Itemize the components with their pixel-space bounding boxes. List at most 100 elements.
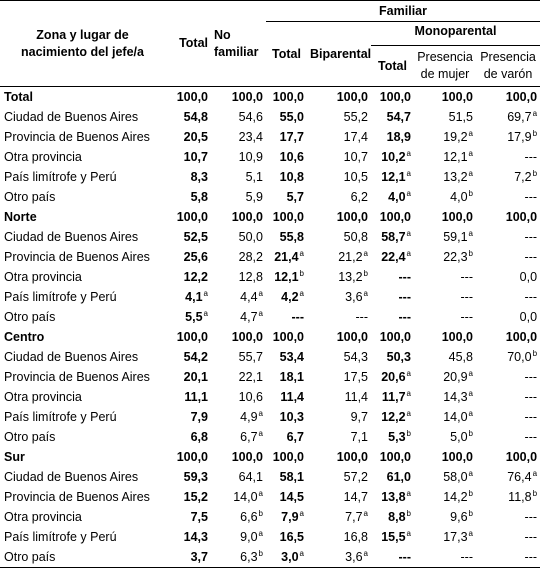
cell-value: 4,4 — [240, 289, 258, 304]
table-cell: 17,9b — [476, 127, 540, 147]
footnote-marker: a — [468, 228, 473, 238]
cell-value: 100,0 — [379, 209, 411, 224]
cell-value: 17,9 — [507, 129, 532, 144]
cell-value: 9,7 — [350, 409, 368, 424]
table-cell: 100,0 — [266, 327, 307, 347]
table-cell: 3,6a — [307, 547, 371, 568]
cell-value: 12,1 — [274, 269, 299, 284]
table-cell: 13,8a — [371, 487, 414, 507]
cell-value: 69,7 — [507, 109, 532, 124]
cell-value: 100,0 — [441, 209, 473, 224]
row-label: Otro país — [4, 189, 56, 204]
table-cell: 100,0 — [211, 207, 266, 227]
table-cell: 11,4 — [307, 387, 371, 407]
footnote-marker: a — [406, 148, 411, 158]
table-cell: 5,1 — [211, 167, 266, 187]
row-label: Ciudad de Buenos Aires — [4, 109, 139, 124]
cell-value: 55,7 — [238, 349, 263, 364]
footnote-marker: a — [258, 288, 263, 298]
row-label: Otra provincia — [4, 149, 82, 164]
row-label: País limítrofe y Perú — [4, 409, 117, 424]
table-cell: 9,7 — [307, 407, 371, 427]
table-cell: 6,7 — [266, 427, 307, 447]
footnote-marker: a — [258, 408, 263, 418]
cell-value: --- — [524, 549, 538, 564]
table-cell: 54,2 — [165, 347, 211, 367]
row-label: Provincia de Buenos Aires — [4, 369, 150, 384]
cell-value: 10,3 — [279, 409, 304, 424]
row-label: Otra provincia — [4, 269, 82, 284]
header-mono-total: Total — [371, 45, 414, 87]
table-cell: 100,0 — [266, 207, 307, 227]
table-cell: 52,5 — [165, 227, 211, 247]
table-cell: 69,7a — [476, 107, 540, 127]
cell-value: 6,7 — [286, 429, 304, 444]
table-cell: 28,2 — [211, 247, 266, 267]
cell-value: 54,6 — [238, 109, 263, 124]
cell-value: 18,1 — [279, 369, 304, 384]
footnote-marker: a — [406, 488, 411, 498]
cell-value: 100,0 — [231, 209, 263, 224]
cell-value: 10,5 — [343, 169, 368, 184]
table-cell: 6,8 — [165, 427, 211, 447]
cell-value: 52,5 — [183, 229, 208, 244]
table-cell: --- — [476, 367, 540, 387]
table-cell: 100,0 — [476, 207, 540, 227]
table-cell: 12,8 — [211, 267, 266, 287]
cell-value: 100,0 — [505, 329, 538, 344]
cell-value: 57,2 — [343, 469, 368, 484]
cell-value: 5,1 — [245, 169, 263, 184]
table-cell: 15,5a — [371, 527, 414, 547]
cell-value: 53,4 — [279, 349, 304, 364]
cell-value: 100,0 — [336, 209, 368, 224]
table-cell: 20,6a — [371, 367, 414, 387]
table-cell: --- — [476, 427, 540, 447]
cell-value: 100,0 — [336, 449, 368, 464]
table-cell: 4,0a — [371, 187, 414, 207]
table-cell: 20,9a — [414, 367, 476, 387]
table-cell: 22,3b — [414, 247, 476, 267]
table-cell: --- — [476, 287, 540, 307]
cell-value: 100,0 — [336, 329, 368, 344]
table-cell: 4,4a — [211, 287, 266, 307]
table-cell: 100,0 — [165, 327, 211, 347]
header-presencia-mujer: Presencia de mujer — [414, 45, 476, 87]
table-cell: 100,0 — [165, 87, 211, 108]
table-cell: 11,4 — [266, 387, 307, 407]
table-row: Otro país 5,5a 4,7a --- --- --- --- 0,0 — [0, 307, 540, 327]
cell-value: 6,2 — [350, 189, 368, 204]
table-row: Otro país 3,7 6,3b 3,0a 3,6a --- --- --- — [0, 547, 540, 568]
row-label: País limítrofe y Perú — [4, 529, 117, 544]
table-cell: 3,7 — [165, 547, 211, 568]
table-cell: 14,3 — [165, 527, 211, 547]
cell-value: 100,0 — [379, 329, 411, 344]
footnote-marker: a — [468, 468, 473, 478]
section-row: Sur 100,0 100,0 100,0 100,0 100,0 100,0 100,0 — [0, 447, 540, 467]
footnote-marker: a — [468, 408, 473, 418]
table-cell: 6,2 — [307, 187, 371, 207]
cell-value: 100,0 — [176, 209, 208, 224]
cell-value: 14,3 — [183, 529, 208, 544]
table-cell: 100,0 — [414, 447, 476, 467]
table-row: Otra provincia 7,5 6,6b 7,9a 7,7a 8,8b 9,6b --- — [0, 507, 540, 527]
table-cell: 50,8 — [307, 227, 371, 247]
cell-value: 21,4 — [274, 249, 299, 264]
footnote-marker: a — [299, 288, 304, 298]
table-cell: 7,9a — [266, 507, 307, 527]
footnote-marker: a — [468, 128, 473, 138]
cell-value: 25,6 — [183, 249, 208, 264]
cell-value: 14,3 — [443, 389, 468, 404]
cell-value: 12,1 — [443, 149, 468, 164]
cell-value: 5,9 — [245, 189, 263, 204]
table-row: País limítrofe y Perú 4,1a 4,4a 4,2a 3,6a ---… — [0, 287, 540, 307]
table-cell: 50,0 — [211, 227, 266, 247]
table-row: Provincia de Buenos Aires 15,2 14,0a 14,5 14… — [0, 487, 540, 507]
cell-value: 4,0 — [450, 189, 468, 204]
cell-value: 54,2 — [183, 349, 208, 364]
cell-value: 54,7 — [386, 109, 411, 124]
table-cell: 54,8 — [165, 107, 211, 127]
table-row: Ciudad de Buenos Aires 59,3 64,1 58,1 57,2 61… — [0, 467, 540, 487]
table-cell: 4,1a — [165, 287, 211, 307]
table-cell: 5,8 — [165, 187, 211, 207]
